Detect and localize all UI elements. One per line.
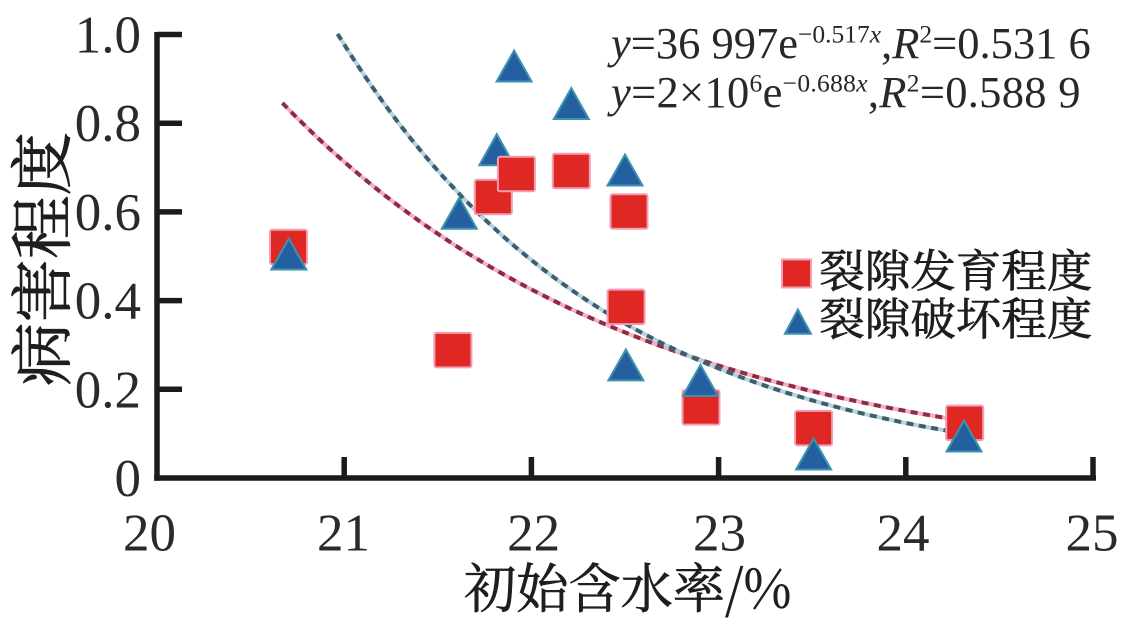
svg-text:0.8: 0.8: [75, 95, 141, 153]
svg-text:1.0: 1.0: [75, 7, 141, 65]
svg-text:23: 23: [693, 505, 746, 563]
svg-text:0.4: 0.4: [75, 273, 141, 331]
svg-text:0.6: 0.6: [75, 184, 141, 242]
svg-text:25: 25: [1066, 505, 1119, 563]
svg-text:20: 20: [123, 505, 176, 563]
svg-text:0: 0: [115, 450, 142, 508]
svg-text:22: 22: [507, 505, 560, 563]
svg-text:y=36 997e−0.517x,R2=0.531 6: y=36 997e−0.517x,R2=0.531 6: [607, 18, 1091, 68]
svg-text:0.2: 0.2: [75, 361, 141, 419]
svg-text:24: 24: [877, 505, 930, 563]
svg-text:21: 21: [317, 505, 370, 563]
